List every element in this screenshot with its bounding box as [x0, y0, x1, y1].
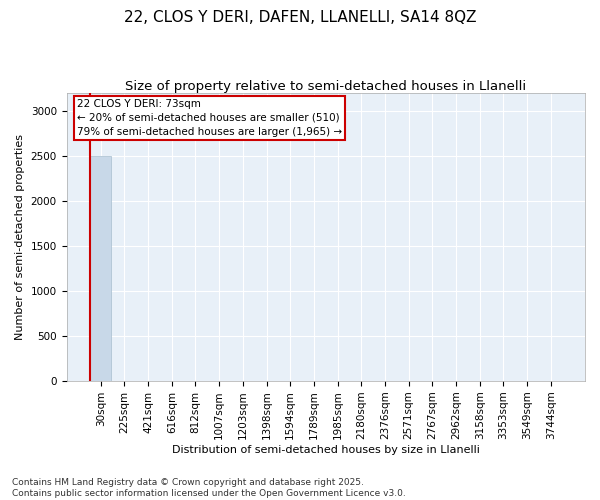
Text: 22, CLOS Y DERI, DAFEN, LLANELLI, SA14 8QZ: 22, CLOS Y DERI, DAFEN, LLANELLI, SA14 8…	[124, 10, 476, 25]
Text: 22 CLOS Y DERI: 73sqm
← 20% of semi-detached houses are smaller (510)
79% of sem: 22 CLOS Y DERI: 73sqm ← 20% of semi-deta…	[77, 99, 342, 137]
Title: Size of property relative to semi-detached houses in Llanelli: Size of property relative to semi-detach…	[125, 80, 526, 93]
Text: Contains HM Land Registry data © Crown copyright and database right 2025.
Contai: Contains HM Land Registry data © Crown c…	[12, 478, 406, 498]
Bar	[90, 156, 112, 381]
X-axis label: Distribution of semi-detached houses by size in Llanelli: Distribution of semi-detached houses by …	[172, 445, 480, 455]
Y-axis label: Number of semi-detached properties: Number of semi-detached properties	[15, 134, 25, 340]
